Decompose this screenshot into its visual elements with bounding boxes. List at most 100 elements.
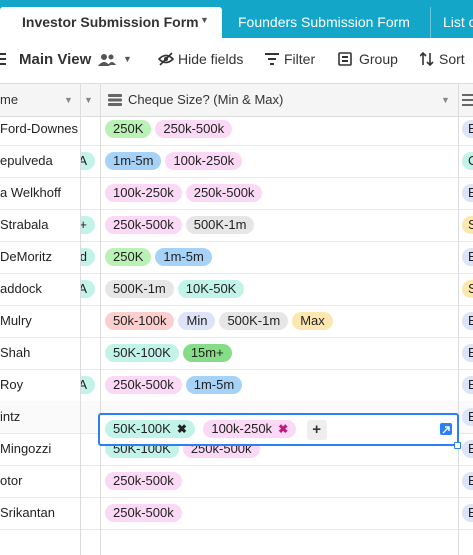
chevron-down-icon[interactable]: ▼ [84, 95, 93, 105]
cheque-size-cell[interactable]: 250k-500k 500K-1m [101, 209, 458, 241]
table-row[interactable]: Shah 50K-100K 15m+ E [0, 337, 473, 370]
cheque-size-cell[interactable]: 250k-500k [101, 497, 458, 529]
table-row[interactable]: a Welkhoff 100k-250k 250k-500k E [0, 177, 473, 210]
stage-cell[interactable]: s A [81, 145, 99, 177]
next-column-cell[interactable]: E [459, 401, 473, 433]
next-column-cell[interactable]: E [459, 433, 473, 465]
stage-cell[interactable] [81, 497, 99, 529]
chevron-down-icon[interactable]: ▼ [64, 95, 73, 105]
chevron-down-icon[interactable]: ▼ [441, 95, 450, 105]
cheque-option-pill: 250k-500k [105, 504, 182, 522]
stage-cell[interactable]: eed [81, 241, 99, 273]
stage-cell[interactable] [81, 401, 99, 433]
table-row[interactable]: Srikantan 250k-500k E [0, 497, 473, 530]
next-column-cell[interactable]: S [459, 209, 473, 241]
cheque-option-pill: 500K-1m [219, 312, 289, 330]
next-column-cell[interactable]: S [459, 273, 473, 305]
tab-founders-submission-form[interactable]: Founders Submission Form [238, 7, 410, 38]
people-icon [98, 54, 116, 66]
stage-cell[interactable]: s A [81, 273, 99, 305]
column-header-stage[interactable]: ▼ [81, 84, 99, 116]
column-header-cheque-size[interactable]: Cheque Size? (Min & Max) ▼ [101, 84, 458, 116]
next-column-cell[interactable]: E [459, 305, 473, 337]
column-divider [458, 116, 459, 555]
next-column-cell[interactable]: E [459, 497, 473, 529]
list-field-icon [462, 94, 473, 106]
next-column-cell[interactable]: E [459, 337, 473, 369]
column-header-next[interactable] [459, 84, 473, 116]
name-cell[interactable]: epulveda [0, 153, 53, 168]
table-row[interactable]: Mulry 50k-100k Min 500K-1m Max E [0, 305, 473, 338]
cheque-size-cell[interactable]: 500K-1m 10K-50K [101, 273, 458, 305]
name-cell[interactable]: intz [0, 409, 21, 424]
name-cell[interactable]: Srikantan [0, 505, 55, 520]
next-column-cell[interactable]: E [459, 116, 473, 145]
stage-cell[interactable] [81, 177, 99, 209]
cheque-option-pill: Max [292, 312, 333, 330]
table-tab-bar: Investor Submission Form ▼ Founders Subm… [0, 0, 473, 38]
name-cell[interactable]: Mingozzi [0, 441, 52, 456]
next-column-cell[interactable]: E [459, 241, 473, 273]
next-column-cell[interactable]: E [459, 465, 473, 497]
cheque-size-cell[interactable]: 50K-100K 15m+ [101, 337, 458, 369]
chevron-down-icon[interactable]: ▼ [200, 15, 209, 25]
next-column-cell[interactable]: E [459, 177, 473, 209]
expand-cell-icon[interactable] [440, 423, 452, 435]
fill-handle[interactable] [454, 442, 461, 449]
remove-option-icon[interactable]: ✖ [176, 422, 187, 436]
cheque-option-pill: 15m+ [182, 344, 232, 362]
cheque-size-cell[interactable]: 250k-500k [101, 465, 458, 497]
cheque-size-cell[interactable]: 50k-100k Min 500K-1m Max [101, 305, 458, 337]
add-option-button[interactable]: + [306, 420, 327, 440]
stage-cell[interactable]: B+ [81, 209, 99, 241]
name-cell[interactable]: Mulry [0, 313, 32, 328]
column-divider [80, 116, 81, 555]
name-cell[interactable]: otor [0, 473, 23, 488]
remove-option-icon[interactable]: ✖ [278, 422, 289, 436]
name-cell[interactable]: DeMoritz [0, 249, 53, 264]
table-row[interactable]: DeMoritz eed250K1m-5mE [0, 241, 473, 274]
view-toolbar: Main View ▼ Hide fields Filter Group Sor… [0, 38, 473, 84]
name-cell[interactable]: Strabala [0, 217, 49, 232]
cheque-option-pill: 250k-500k [105, 472, 182, 490]
name-cell[interactable]: addock [0, 281, 42, 296]
next-column-pill: E [462, 472, 473, 490]
table-row[interactable]: Ford-Downes 250K 250k-500k E [0, 116, 473, 146]
cheque-size-cell-editor[interactable]: 50K-100K ✖ 100k-250k ✖ + [98, 413, 459, 446]
stage-cell[interactable] [81, 433, 99, 465]
tab-list[interactable]: List c [430, 7, 473, 38]
cheque-option-pill: 500K-1m [185, 216, 255, 234]
cheque-size-cell[interactable]: 100k-250k 250k-500k [101, 177, 458, 209]
cheque-size-cell[interactable]: 250K 1m-5m [101, 241, 458, 273]
column-divider [100, 84, 101, 116]
name-cell[interactable]: Ford-Downes [0, 121, 79, 136]
column-header-name[interactable]: me ▼ [0, 84, 80, 116]
stage-cell[interactable]: s A [81, 369, 99, 401]
next-column-cell[interactable]: E [459, 369, 473, 401]
cheque-size-cell[interactable]: 250k-500k 1m-5m [101, 369, 458, 401]
stage-cell[interactable] [81, 305, 99, 337]
next-column-pill: S [462, 280, 473, 298]
multiselect-field-icon [108, 94, 122, 106]
filter-icon [265, 53, 279, 65]
grid-header: me ▼ ▼ Cheque Size? (Min & Max) ▼ [0, 84, 473, 117]
cheque-option-pill: 250k-500k [105, 216, 182, 234]
stage-cell[interactable] [81, 337, 99, 369]
cheque-size-cell[interactable]: 250K 250k-500k [101, 116, 458, 145]
table-row[interactable]: otor 250k-500k E [0, 465, 473, 498]
name-cell[interactable]: a Welkhoff [0, 185, 61, 200]
name-cell[interactable]: Roy [0, 377, 24, 392]
next-column-pill: E [462, 312, 473, 330]
cheque-size-cell[interactable]: 1m-5m 100k-250k [101, 145, 458, 177]
tab-investor-submission-form[interactable]: Investor Submission Form ▼ [0, 7, 222, 38]
stage-cell[interactable] [81, 116, 99, 145]
stage-cell[interactable] [81, 465, 99, 497]
stage-pill: s A [81, 376, 95, 394]
name-cell[interactable]: Shah [0, 345, 31, 360]
next-column-cell[interactable]: C [459, 145, 473, 177]
